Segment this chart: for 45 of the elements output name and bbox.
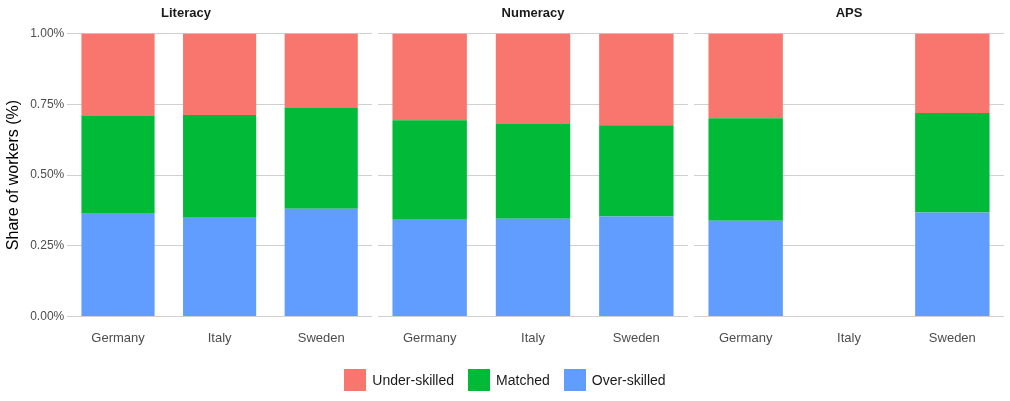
bar — [284, 208, 358, 316]
bar — [708, 220, 783, 316]
bar — [495, 124, 571, 219]
bar — [183, 217, 257, 316]
x-tick-label: Italy — [837, 329, 862, 345]
bar — [284, 33, 358, 108]
bar — [183, 33, 257, 116]
bar — [392, 120, 467, 220]
bar — [392, 33, 467, 121]
x-tick-label: Germany — [91, 329, 146, 345]
bar — [708, 33, 783, 119]
bar — [392, 219, 467, 316]
bar — [495, 218, 571, 316]
y-tick-label: 1.00% — [30, 25, 65, 40]
chart-title: Numeracy — [501, 5, 566, 21]
x-tick-label: Sweden — [297, 329, 345, 345]
legend-label: Under-skilled — [372, 372, 455, 388]
bar — [599, 216, 674, 316]
bar — [81, 33, 155, 116]
y-tick-label: 0.25% — [30, 238, 65, 253]
bar — [81, 213, 155, 316]
bar — [599, 125, 674, 217]
bar — [915, 113, 990, 213]
chart-title: APS — [835, 5, 863, 21]
bar — [708, 118, 783, 221]
bar — [81, 115, 155, 214]
bar — [495, 33, 571, 125]
bar — [915, 33, 990, 114]
x-tick-label: Germany — [718, 329, 773, 345]
x-tick-label: Germany — [402, 329, 457, 345]
legend-label: Matched — [496, 372, 550, 388]
x-tick-label: Sweden — [928, 329, 976, 345]
bar — [284, 107, 358, 209]
y-axis-title: Share of workers (%) — [4, 99, 22, 251]
y-tick-label: 0.75% — [30, 96, 65, 111]
x-tick-label: Italy — [521, 329, 546, 345]
bar — [183, 115, 257, 218]
bar — [599, 33, 674, 126]
bar — [915, 212, 990, 316]
y-tick-label: 0.00% — [30, 308, 65, 323]
x-tick-label: Italy — [207, 329, 233, 345]
x-tick-label: Sweden — [612, 329, 660, 345]
chart-title: Literacy — [161, 5, 212, 21]
legend-label: Over-skilled — [591, 372, 666, 388]
y-tick-label: 0.50% — [30, 167, 65, 182]
